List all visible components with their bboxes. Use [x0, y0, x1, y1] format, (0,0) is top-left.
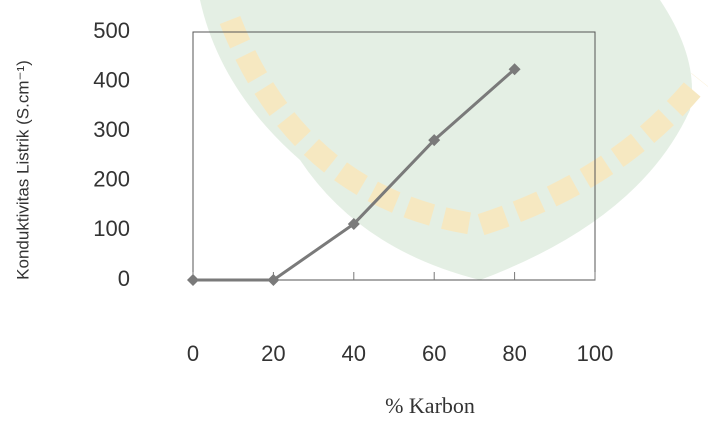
watermark-shape [200, 0, 692, 280]
y-tick-label: 300 [93, 117, 130, 142]
x-tick-label: 40 [342, 341, 366, 366]
x-tick-label: 100 [577, 341, 614, 366]
data-marker [187, 274, 199, 286]
x-tick-label: 80 [502, 341, 526, 366]
y-tick-label: 400 [93, 67, 130, 92]
y-tick-label: 200 [93, 167, 130, 192]
chart: % Karbon Konduktivitas Listrik (S.cm⁻¹) … [0, 0, 708, 425]
y-tick-label: 100 [93, 216, 130, 241]
y-tick-label: 0 [118, 266, 130, 291]
x-tick-label: 0 [187, 341, 199, 366]
watermark [200, 0, 700, 280]
x-axis-label: % Karbon [385, 393, 475, 418]
page: % Karbon Konduktivitas Listrik (S.cm⁻¹) … [0, 0, 708, 425]
x-tick-label: 60 [422, 341, 446, 366]
y-tick-label: 500 [93, 18, 130, 43]
x-tick-label: 20 [261, 341, 285, 366]
y-axis-label: Konduktivitas Listrik (S.cm⁻¹) [13, 60, 32, 280]
